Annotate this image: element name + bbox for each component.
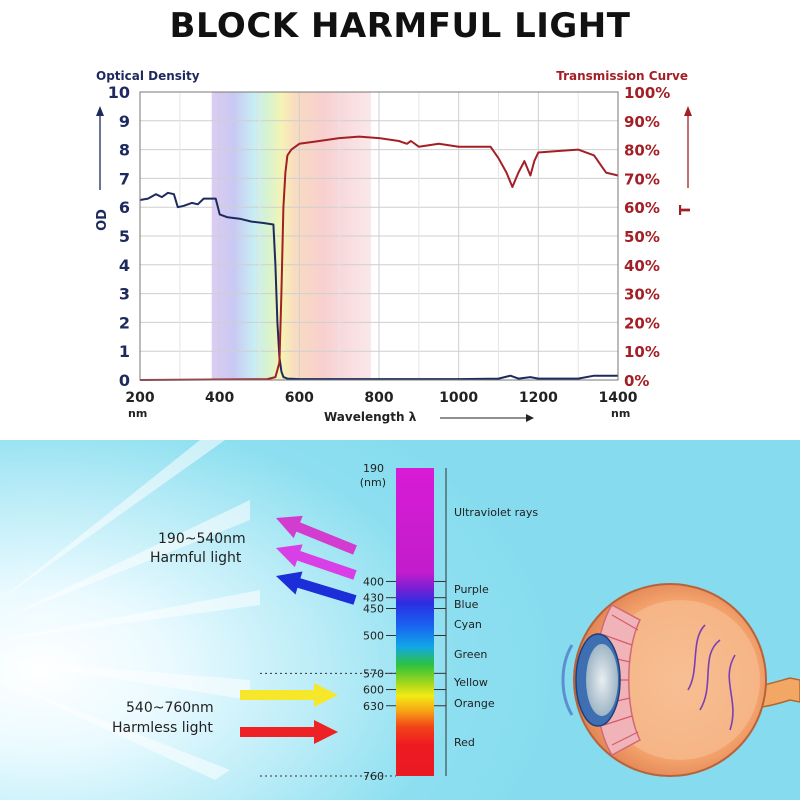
band-label: Red bbox=[454, 736, 475, 749]
light-arrow bbox=[276, 515, 357, 555]
scale-label: 500 bbox=[363, 630, 384, 643]
y-left-tick-label: 6 bbox=[119, 198, 130, 217]
x-tick-label: 800 bbox=[364, 390, 393, 406]
scale-label: 630 bbox=[363, 700, 384, 713]
y-right-tick-label: 20% bbox=[624, 314, 660, 332]
y-left-tick-label: 8 bbox=[119, 141, 130, 160]
light-arrow bbox=[276, 544, 357, 580]
right-axis-label: T bbox=[676, 204, 694, 215]
od-curve bbox=[139, 191, 618, 381]
plot-frame bbox=[139, 91, 619, 381]
y-left-tick-label: 5 bbox=[119, 227, 130, 246]
harmless-label: Harmless light bbox=[112, 720, 213, 736]
harmless-range: 540~760nm bbox=[126, 700, 214, 716]
spectrum-section: 190 (nm) 400 430 450 500 570 600 630 760 Ultraviol… bbox=[0, 440, 800, 800]
x-unit-left: nm bbox=[128, 407, 147, 420]
x-tick-label: 400 bbox=[205, 390, 234, 406]
y-left-tick-label: 10 bbox=[108, 83, 130, 102]
y-right-tick-label: 10% bbox=[624, 343, 660, 361]
scale-label: 450 bbox=[363, 602, 384, 615]
y-left-tick-label: 7 bbox=[119, 169, 130, 188]
y-right-tick-label: 30% bbox=[624, 286, 660, 304]
y-right-tick-label: 70% bbox=[624, 170, 660, 188]
y-left-tick-label: 4 bbox=[119, 256, 130, 275]
band-label: Cyan bbox=[454, 618, 482, 631]
x-unit-right: nm bbox=[611, 407, 630, 420]
eye-illustration bbox=[561, 583, 800, 777]
light-arrow bbox=[240, 683, 338, 707]
y-right-tick-label: 0% bbox=[624, 372, 649, 390]
band-label: Yellow bbox=[453, 676, 488, 689]
harmful-label: Harmful light bbox=[150, 550, 242, 566]
x-tick-label: 1400 bbox=[599, 390, 638, 406]
light-arrow bbox=[240, 720, 338, 744]
y-right-tick-label: 100% bbox=[624, 84, 670, 102]
x-tick-label: 1200 bbox=[519, 390, 558, 406]
band-label: Blue bbox=[454, 598, 479, 611]
left-axis-label: OD bbox=[95, 209, 110, 231]
scale-label: 190 bbox=[363, 462, 384, 475]
transmission-curve bbox=[139, 135, 619, 381]
band-label: Orange bbox=[454, 697, 495, 710]
y-right-tick-label: 60% bbox=[624, 199, 660, 217]
y-right-tick-label: 90% bbox=[624, 113, 660, 131]
y-left-tick-label: 1 bbox=[119, 342, 130, 361]
x-tick-label: 200 bbox=[125, 390, 154, 406]
light-arrow bbox=[276, 571, 357, 605]
page-title: BLOCK HARMFUL LIGHT bbox=[169, 6, 631, 46]
transmission-chart: 0123456789100%10%20%30%40%50%60%70%80%90… bbox=[95, 69, 694, 424]
y-left-tick-label: 2 bbox=[119, 313, 130, 332]
x-tick-label: 600 bbox=[285, 390, 314, 406]
x-tick-label: 1000 bbox=[439, 390, 478, 406]
scale-label: 760 bbox=[363, 770, 384, 783]
y-right-tick-label: 50% bbox=[624, 228, 660, 246]
band-label: Purple bbox=[454, 583, 489, 596]
y-right-tick-label: 40% bbox=[624, 257, 660, 275]
y-left-tick-label: 9 bbox=[119, 112, 130, 131]
scale-label: 600 bbox=[363, 684, 384, 697]
chart-section: BLOCK HARMFUL LIGHT 0 1 2 3 4 5 6 7 8 9 10 0% 10% 20%… bbox=[95, 6, 694, 424]
band-label: Green bbox=[454, 648, 487, 661]
scale-label: 430 bbox=[363, 592, 384, 605]
left-axis-title: Optical Density bbox=[96, 69, 200, 83]
spectrum-bar bbox=[396, 468, 434, 776]
harmful-range: 190~540nm bbox=[158, 531, 246, 547]
y-left-tick-label: 3 bbox=[119, 285, 130, 304]
y-right-tick-label: 80% bbox=[624, 142, 660, 160]
scale-label: 400 bbox=[363, 575, 384, 588]
band-label: Ultraviolet rays bbox=[454, 506, 538, 519]
scale-label-unit: (nm) bbox=[360, 476, 386, 489]
scale-label: 570 bbox=[363, 667, 384, 680]
right-axis-title: Transmission Curve bbox=[556, 69, 688, 83]
y-left-tick-label: 0 bbox=[119, 371, 130, 390]
x-axis-label: Wavelength λ bbox=[324, 410, 417, 424]
